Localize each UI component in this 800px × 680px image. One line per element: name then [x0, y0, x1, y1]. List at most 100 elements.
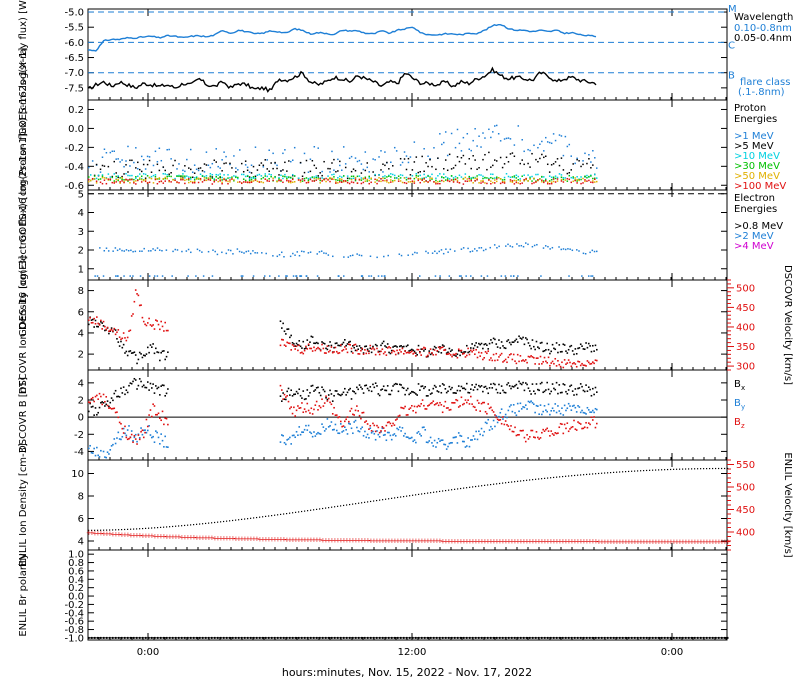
data-point [427, 252, 429, 254]
data-point [174, 248, 177, 251]
data-point [625, 471, 627, 473]
data-point: + [149, 532, 155, 540]
data-point [594, 344, 597, 347]
data-point [408, 350, 410, 352]
data-point [429, 179, 431, 182]
data-point [374, 173, 376, 176]
data-point [384, 179, 386, 182]
data-point [468, 148, 471, 150]
data-point [550, 362, 553, 364]
data-point [318, 251, 321, 253]
data-point [325, 507, 327, 509]
data-point: + [605, 538, 611, 546]
data-point [99, 178, 102, 180]
data-point [292, 512, 294, 514]
data-point [285, 333, 287, 335]
data-point [581, 427, 583, 430]
data-point [561, 407, 563, 409]
y-tick-label: -7.0 [64, 68, 84, 79]
data-point [383, 255, 385, 258]
data-point [558, 384, 561, 386]
data-point [423, 170, 425, 173]
data-point [519, 162, 522, 165]
data-point [346, 343, 349, 345]
data-point [590, 181, 592, 183]
data-point [309, 347, 311, 350]
data-point [372, 345, 374, 348]
data-point [506, 423, 508, 426]
data-point [499, 392, 502, 394]
data-point [279, 395, 282, 397]
data-point [233, 179, 235, 181]
data-point [587, 342, 590, 345]
data-point [207, 178, 210, 181]
data-point [682, 468, 684, 470]
data-point [425, 180, 427, 182]
data-point [345, 344, 347, 347]
data-point [502, 418, 504, 420]
data-point [159, 359, 161, 362]
data-point [440, 352, 443, 354]
data-point [165, 249, 168, 251]
data-point [416, 348, 418, 351]
data-point [354, 349, 357, 352]
data-point [140, 177, 143, 180]
data-point [342, 180, 345, 183]
data-point [353, 346, 355, 349]
data-point [549, 413, 551, 416]
data-point [461, 353, 464, 355]
data-point [129, 275, 131, 277]
data-point [290, 406, 292, 408]
data-point: + [179, 533, 185, 541]
data-point [223, 162, 225, 165]
data-point [156, 247, 159, 249]
data-point [181, 525, 183, 527]
data-point [201, 251, 203, 253]
data-point [411, 390, 413, 393]
data-point [90, 397, 93, 400]
data-point [135, 147, 137, 149]
data-point [98, 406, 101, 409]
data-point [94, 319, 97, 322]
y-right-tick-label: 400 [736, 322, 755, 333]
data-point [505, 137, 508, 140]
data-point [231, 176, 233, 178]
data-point [462, 154, 465, 157]
data-point [537, 146, 539, 149]
data-point [366, 180, 369, 182]
data-point [580, 178, 582, 181]
data-point [158, 147, 161, 150]
data-point [172, 164, 174, 167]
data-point [184, 175, 186, 177]
data-point [166, 526, 168, 528]
data-point [382, 175, 384, 178]
data-point [339, 423, 342, 425]
data-point [327, 179, 329, 181]
data-point: + [272, 536, 278, 544]
data-point [400, 345, 402, 347]
data-point [362, 392, 365, 394]
data-point [248, 177, 251, 180]
data-point [160, 320, 162, 323]
data-point [140, 170, 143, 173]
data-point [100, 529, 102, 531]
data-point: + [305, 536, 311, 544]
data-point [455, 392, 457, 394]
data-point [697, 468, 699, 470]
data-point [231, 178, 233, 180]
data-point [141, 316, 144, 319]
data-point [558, 410, 561, 412]
data-point [590, 394, 593, 397]
data-point [595, 473, 597, 475]
data-point [445, 448, 448, 450]
data-point [90, 322, 93, 324]
data-point [266, 179, 268, 181]
data-point [245, 250, 248, 253]
data-point [427, 155, 429, 157]
data-point [112, 330, 114, 332]
data-point [270, 174, 272, 176]
data-point [342, 391, 345, 394]
data-point [514, 360, 516, 362]
data-point [524, 440, 527, 443]
data-point [550, 390, 553, 393]
